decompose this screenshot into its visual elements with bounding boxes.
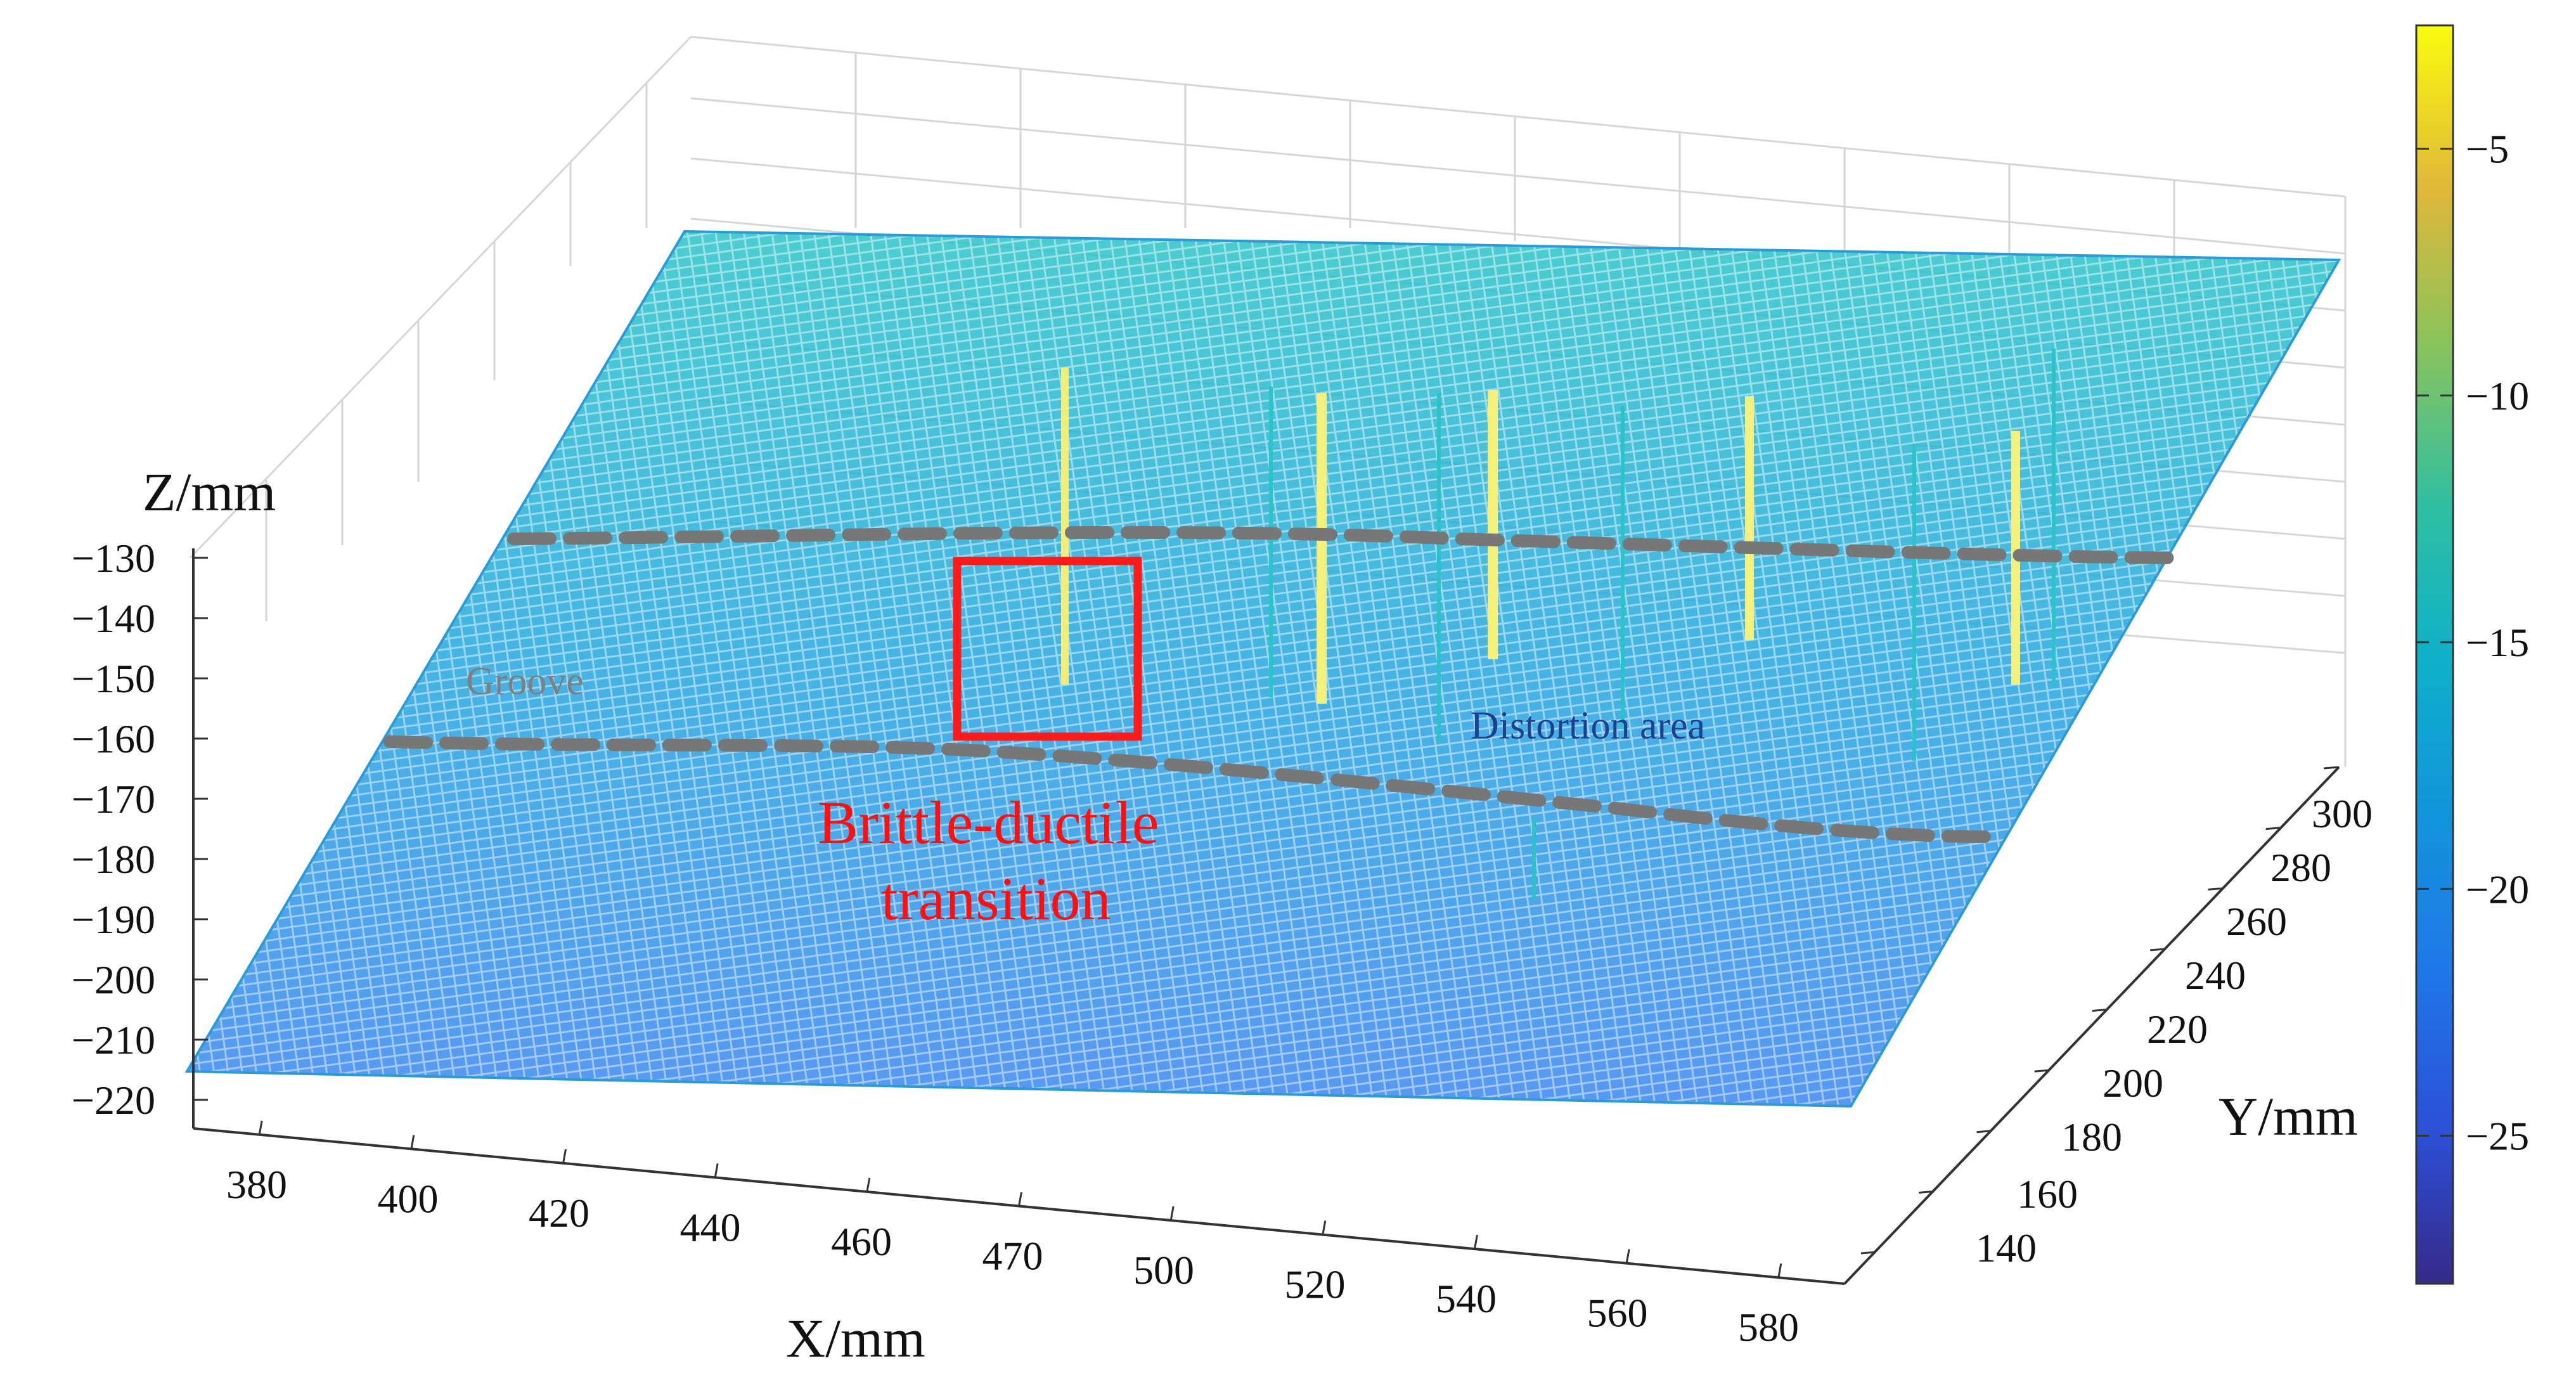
z-tick-label: −140 [72,596,155,641]
y-tick-mark [2150,948,2166,952]
z-tick-label: −220 [72,1078,155,1123]
z-tick-label: −180 [72,837,155,882]
x-tick-mark [1777,1263,1782,1278]
x-tick-mark [1322,1220,1327,1235]
groove-boundaries [383,526,2187,843]
x-tick-label: 500 [1133,1248,1194,1293]
z-tick-label: −130 [72,536,155,581]
x-tick-label: 560 [1587,1291,1648,1336]
x-tick-mark [1625,1249,1630,1263]
z-axis-ticks: −130 −140 −150 −160 −170 −180 −190 −200 −210 −220 [72,536,208,1123]
y-tick-mark [2323,766,2340,770]
x-tick-mark [258,1120,263,1135]
x-tick-label: 580 [1738,1305,1799,1350]
x-axis-ticks: 380 400 420 440 460 470 500 520 540 560 580 [226,1120,1799,1350]
colorbar-tick-label: −5 [2466,127,2509,172]
surface-mesh [184,229,2341,1108]
y-tick-label: 200 [2103,1061,2163,1106]
brittle-ductile-label-line1: Brittle-ductile [818,789,1159,856]
x-tick-label: 440 [680,1205,741,1250]
x-tick-label: 400 [378,1177,439,1222]
y-tick-label: 220 [2147,1007,2208,1052]
colorbar-tick-label: −10 [2466,373,2529,418]
colorbar-tick-label: −15 [2466,620,2529,665]
x-tick-label: 420 [529,1191,589,1236]
brittle-ductile-highlight-box [953,557,1142,741]
colorbar-ticks: −5 −10 −15 −20 −25 [2416,127,2529,1158]
x-tick-label: 520 [1285,1262,1346,1307]
x-tick-label: 470 [982,1234,1043,1279]
y-tick-mark [2265,827,2281,830]
x-tick-mark [1169,1206,1175,1221]
x-axis-title: X/mm [786,1308,925,1369]
z-axis-title: Z/mm [143,462,276,522]
y-tick-mark [2034,1069,2050,1073]
y-tick-label: 240 [2185,953,2246,998]
z-tick-label: −150 [72,656,155,701]
y-tick-mark [1976,1130,1992,1133]
colorbar-tick-label: −20 [2466,867,2529,912]
y-tick-label: 300 [2312,791,2373,836]
y-tick-mark [1860,1251,1877,1255]
y-tick-label: 180 [2061,1114,2122,1159]
colorbar-gradient [2415,24,2454,1285]
groove-label: Groove [466,660,584,703]
x-tick-mark [1474,1234,1478,1250]
colorbar: −5 −10 −15 −20 −25 [2415,24,2529,1285]
colorbar-tick-label: −25 [2466,1113,2529,1158]
z-tick-label: −200 [72,957,155,1002]
x-tick-label: 540 [1436,1276,1497,1321]
z-tick-label: −170 [72,777,155,822]
upper-boundary-line [507,526,2187,564]
y-tick-label: 140 [1976,1225,2037,1270]
z-tick-label: −210 [72,1017,155,1062]
x-tick-mark [562,1149,567,1164]
y-tick-mark [2208,887,2224,891]
x-tick-mark [866,1177,871,1192]
x-tick-label: 380 [226,1162,287,1207]
brittle-ductile-label-line2: transition [881,865,1111,933]
x-tick-mark [714,1163,719,1178]
lower-boundary-line [383,735,1997,843]
y-axis-ticks: 140 160 180 200 220 240 260 280 300 [1860,766,2373,1270]
z-tick-label: −160 [72,716,155,761]
y-tick-label: 280 [2270,845,2331,890]
x-tick-mark [1018,1192,1022,1206]
y-tick-mark [2092,1009,2108,1012]
y-tick-label: 160 [2017,1172,2078,1217]
z-tick-label: −190 [72,897,155,942]
y-axis-title: Y/mm [2219,1086,2358,1147]
y-tick-mark [1919,1190,1935,1194]
x-tick-label: 460 [831,1219,892,1264]
distortion-area-label: Distortion area [1471,704,1705,747]
y-tick-label: 260 [2226,899,2287,944]
x-tick-mark [410,1135,415,1149]
